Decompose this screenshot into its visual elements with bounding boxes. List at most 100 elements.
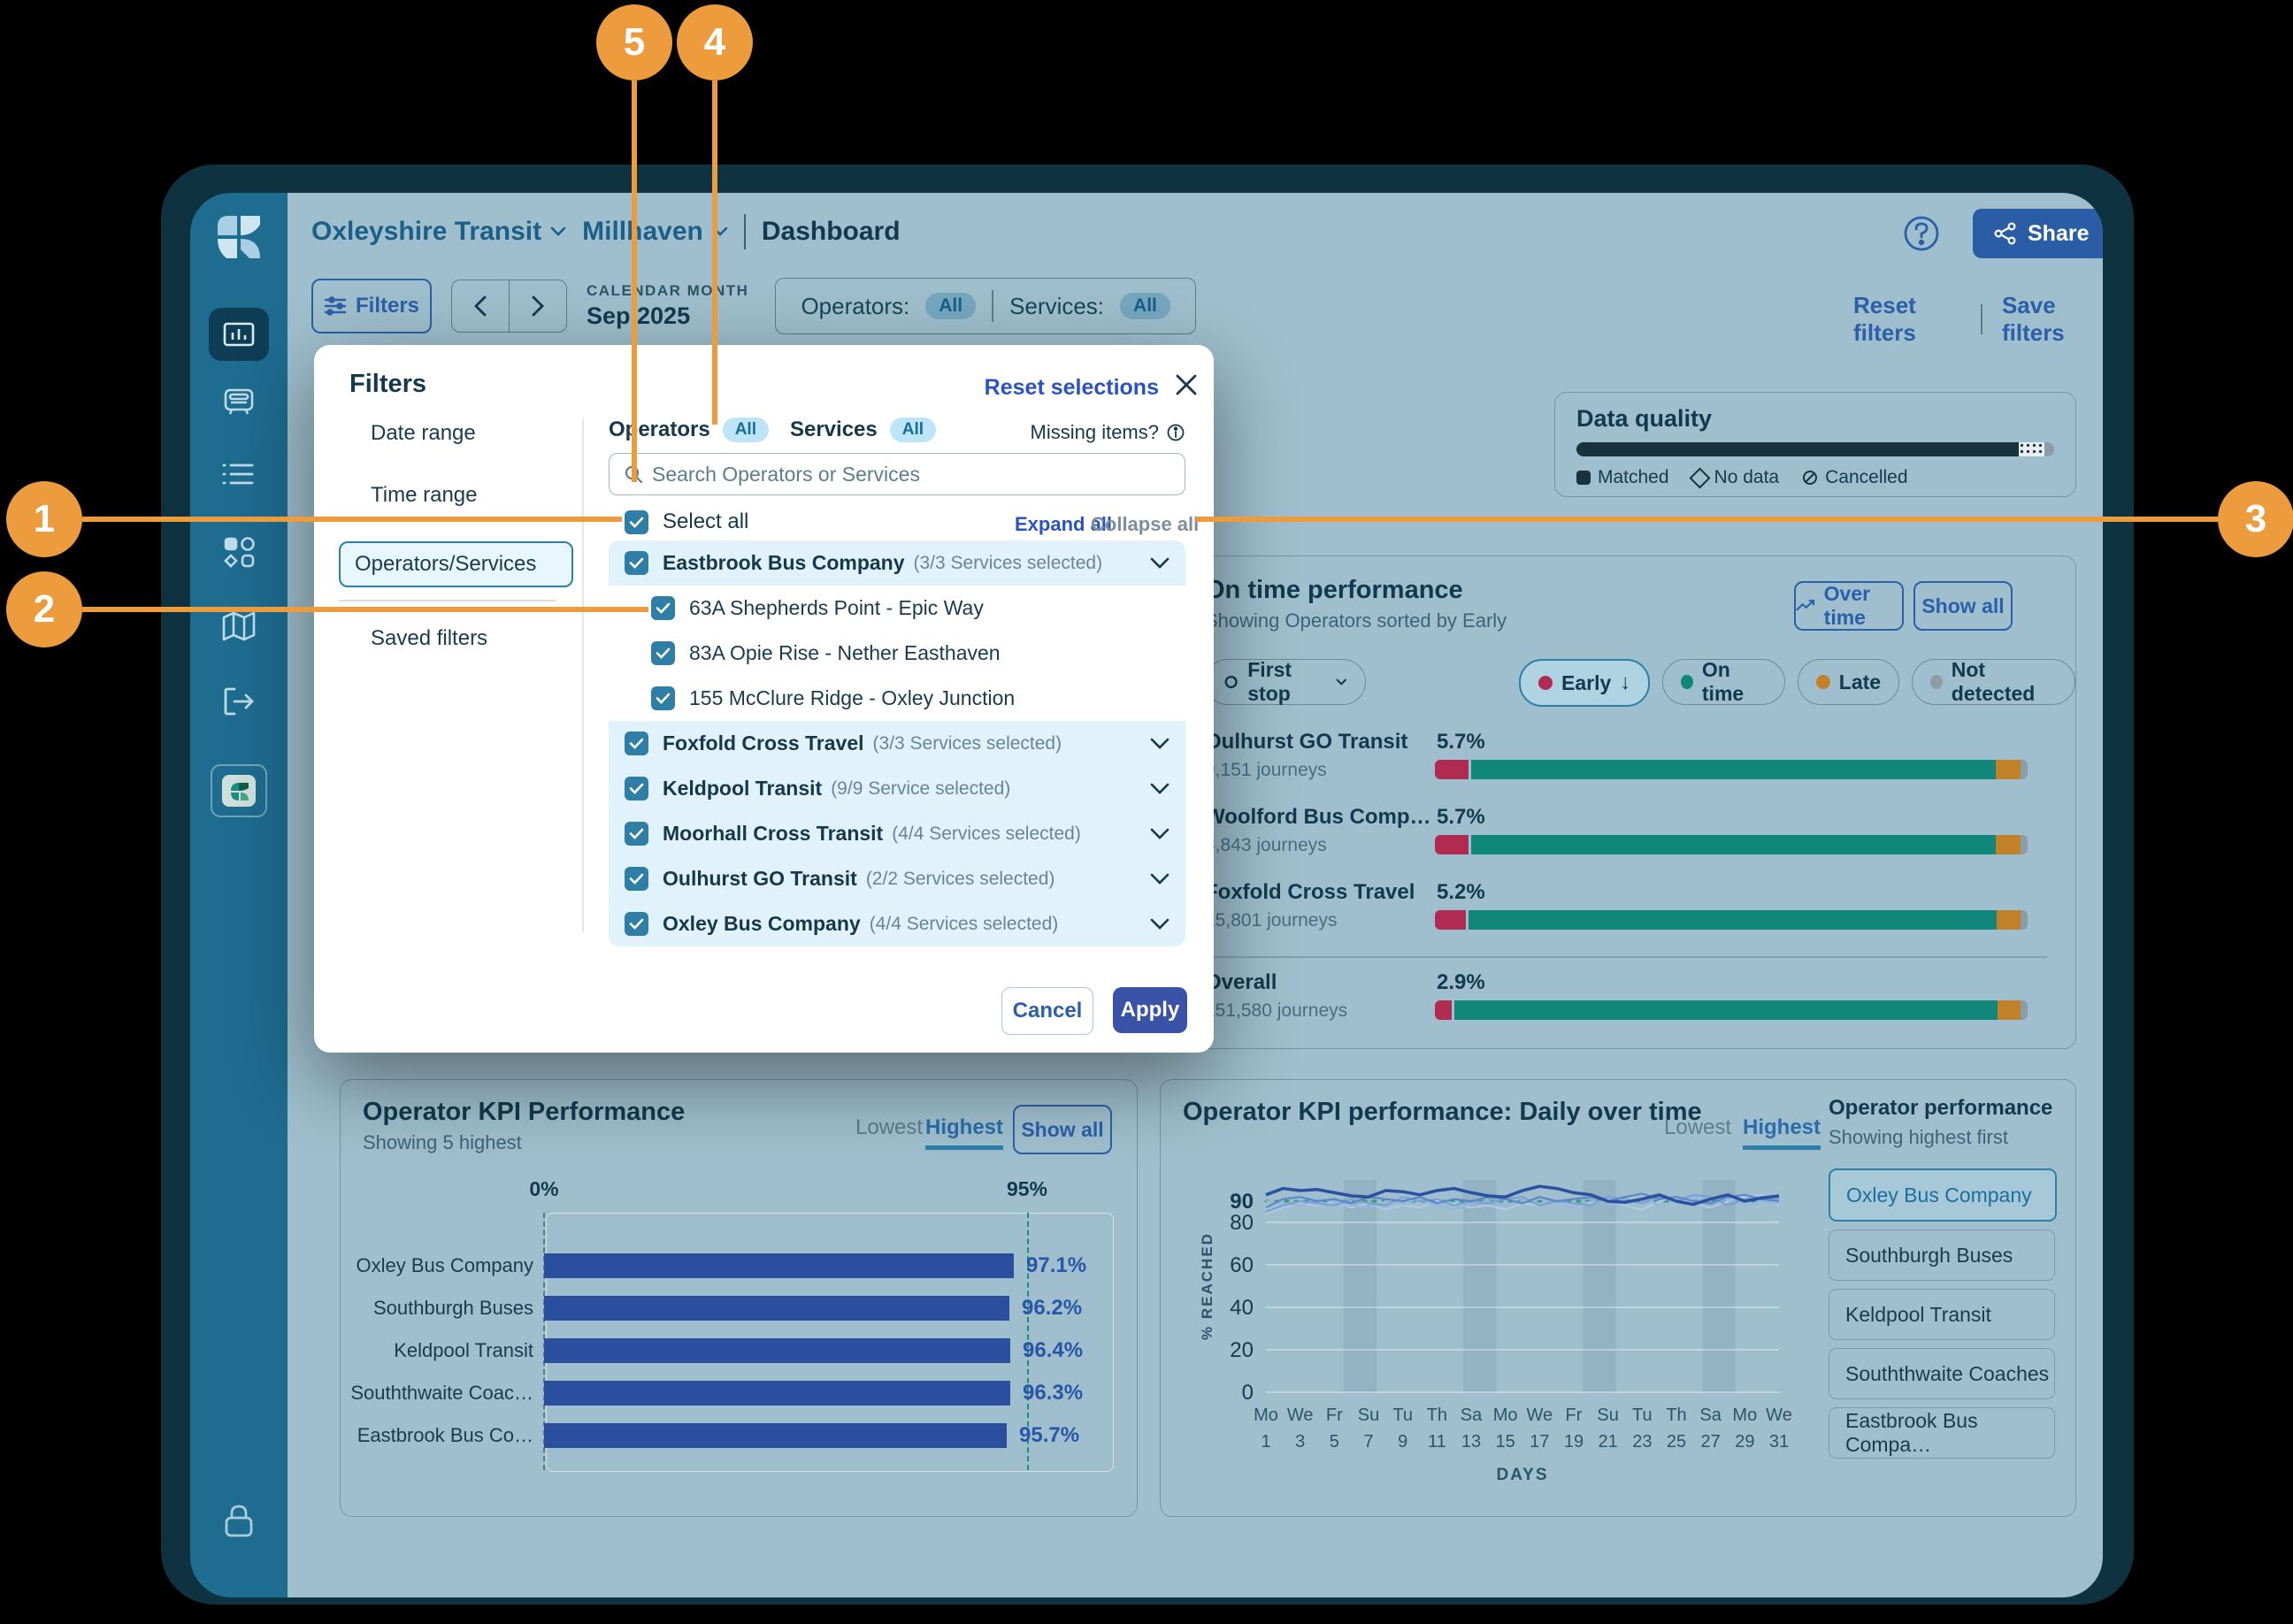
breadcrumb-region[interactable]: Millhaven (582, 217, 728, 247)
data-quality-legend: Matched No data Cancelled (1576, 466, 1908, 489)
next-month-button[interactable] (510, 280, 566, 332)
operator-checkbox[interactable] (625, 822, 648, 846)
select-all-row[interactable]: Select all (625, 509, 748, 534)
chip-label: Not detected (1951, 658, 2036, 705)
select-all-checkbox[interactable] (625, 509, 648, 534)
operator-row[interactable]: Oxley Bus Company (4/4 Services selected) (609, 901, 1185, 946)
sidebar-item-categories[interactable] (220, 533, 257, 571)
active-filters-chip[interactable]: Operators: All Services: All (775, 278, 1196, 334)
modal-nav-time-range[interactable]: Time range (371, 483, 478, 507)
operator-chevron[interactable] (1150, 783, 1170, 795)
kpi-highest-toggle[interactable]: Highest (925, 1115, 1004, 1150)
sidebar-item-app-switcher[interactable] (210, 763, 268, 818)
chip-early[interactable]: Early ↓ (1519, 659, 1651, 707)
modal-search[interactable]: Search Operators or Services (609, 453, 1185, 495)
operator-button-souththwaite-coaches[interactable]: Souththwaite Coaches (1829, 1348, 2055, 1399)
operator-row[interactable]: Oulhurst GO Transit (2/2 Services selecte… (609, 856, 1185, 901)
dq-segment-matched (1576, 442, 2019, 456)
operator-chevron[interactable] (1150, 738, 1170, 750)
collapse-all-link[interactable]: Collapse all (1091, 513, 1200, 535)
operator-checkbox[interactable] (625, 912, 648, 936)
operator-row[interactable]: Eastbrook Bus Company (3/3 Services selec… (609, 540, 1185, 586)
kpi-value-label: 96.2% (1022, 1296, 1083, 1320)
missing-items[interactable]: Missing items? (1031, 421, 1185, 444)
service-checkbox[interactable] (651, 641, 675, 665)
kpi-lowest-toggle[interactable]: Lowest (855, 1115, 924, 1139)
daily-highest-toggle[interactable]: Highest (1743, 1115, 1821, 1150)
operator-chevron[interactable] (1150, 918, 1170, 931)
modal-nav-date-range[interactable]: Date range (371, 421, 476, 445)
chip-not-detected[interactable]: Not detected (1912, 658, 2075, 705)
operators-list: Eastbrook Bus Company (3/3 Services selec… (609, 540, 1185, 946)
operator-row[interactable]: Moorhall Cross Transit (4/4 Services sele… (609, 811, 1185, 856)
operator-row[interactable]: Foxfold Cross Travel (3/3 Services select… (609, 721, 1185, 766)
operator-button-southburgh-buses[interactable]: Southburgh Buses (1829, 1229, 2055, 1281)
kpi-performance-card: Operator KPI Performance Showing 5 highe… (340, 1079, 1138, 1517)
kpi-category-label: Souththwaite Coac… (350, 1382, 533, 1404)
tab-operators[interactable]: Operators (609, 417, 710, 441)
chevron-down-icon (1150, 557, 1170, 569)
daily-lowest-toggle[interactable]: Lowest (1664, 1115, 1732, 1139)
chip-on-time[interactable]: On time (1662, 658, 1785, 705)
operator-checkbox[interactable] (625, 867, 648, 891)
data-quality-bar (1576, 442, 2054, 456)
operator-chevron[interactable] (1150, 873, 1170, 885)
operator-checkbox[interactable] (625, 732, 648, 755)
kpi-category-label: Oxley Bus Company (356, 1254, 533, 1276)
operator-checkbox[interactable] (625, 777, 648, 801)
dq-segment-cancelled (2044, 442, 2054, 456)
tab-services[interactable]: Services (789, 417, 878, 441)
x-tick-weekday: We (1287, 1406, 1314, 1425)
operator-checkbox[interactable] (625, 551, 648, 575)
otp-show-all-button[interactable]: Show all (1913, 581, 2013, 631)
x-tick-day: 29 (1735, 1432, 1754, 1452)
operator-chevron[interactable] (1150, 828, 1170, 840)
sidebar-item-list[interactable] (220, 458, 257, 490)
service-checkbox[interactable] (651, 686, 675, 710)
sidebar-item-analytics[interactable] (209, 308, 269, 361)
operator-button-keldpool-transit[interactable]: Keldpool Transit (1829, 1289, 2055, 1340)
kpi-show-all-button[interactable]: Show all (1013, 1105, 1112, 1154)
previous-month-button[interactable] (452, 280, 510, 332)
service-row[interactable]: 155 McClure Ridge - Oxley Junction (609, 676, 1185, 721)
services-all-badge: All (1120, 293, 1170, 319)
help-icon[interactable] (1902, 214, 1941, 253)
kpi-value-label: 97.1% (1026, 1253, 1087, 1277)
close-icon[interactable] (1175, 373, 1198, 396)
operator-button-eastbrook-bus-compa-[interactable]: Eastbrook Bus Compa… (1829, 1407, 2055, 1459)
modal-nav-saved-filters[interactable]: Saved filters (371, 626, 488, 650)
first-stop-dropdown[interactable]: First stop (1205, 658, 1366, 705)
service-checkbox[interactable] (651, 596, 675, 620)
service-row[interactable]: 83A Opie Rise - Nether Easthaven (609, 631, 1185, 676)
service-row[interactable]: 63A Shepherds Point - Epic Way (609, 586, 1185, 631)
sidebar-item-vehicles[interactable] (220, 383, 257, 420)
sidebar-item-map[interactable] (219, 609, 258, 644)
operator-row[interactable]: Keldpool Transit (9/9 Service selected) (609, 766, 1185, 811)
operator-chevron[interactable] (1150, 557, 1170, 570)
x-tick-weekday: Sa (1699, 1406, 1722, 1425)
sort-arrow-icon: ↓ (1620, 670, 1631, 694)
x-tick-day: 31 (1769, 1432, 1789, 1452)
chip-late[interactable]: Late (1797, 659, 1900, 705)
share-button[interactable]: Share (1973, 209, 2103, 258)
reset-filters-link[interactable]: Reset filters (1853, 292, 1916, 346)
sidebar-item-lock[interactable] (221, 1502, 257, 1541)
chip-dot-icon (1681, 675, 1693, 689)
x-tick-day: 5 (1330, 1432, 1339, 1452)
breadcrumb-org[interactable]: Oxleyshire Transit (311, 217, 566, 247)
over-time-button[interactable]: Over time (1794, 581, 1904, 631)
apply-button[interactable]: Apply (1113, 987, 1187, 1033)
y-tick-label: 80 (1230, 1211, 1254, 1235)
cancel-button[interactable]: Cancel (1001, 987, 1093, 1035)
modal-nav-operators-services[interactable]: Operators/Services (339, 541, 573, 587)
save-filters-link[interactable]: Save filters (2001, 292, 2065, 346)
sidebar-item-logout[interactable] (220, 685, 257, 718)
y-axis-label: % REACHED (1199, 1232, 1216, 1340)
x-tick-weekday: Su (1358, 1406, 1379, 1425)
operator-button-oxley-bus-company[interactable]: Oxley Bus Company (1829, 1168, 2057, 1222)
expand-all-link[interactable]: Expand all (1015, 513, 1113, 535)
reset-selections-link[interactable]: Reset selections (984, 375, 1159, 400)
filters-button[interactable]: Filters (311, 279, 432, 333)
chevron-down-icon (1150, 738, 1170, 749)
